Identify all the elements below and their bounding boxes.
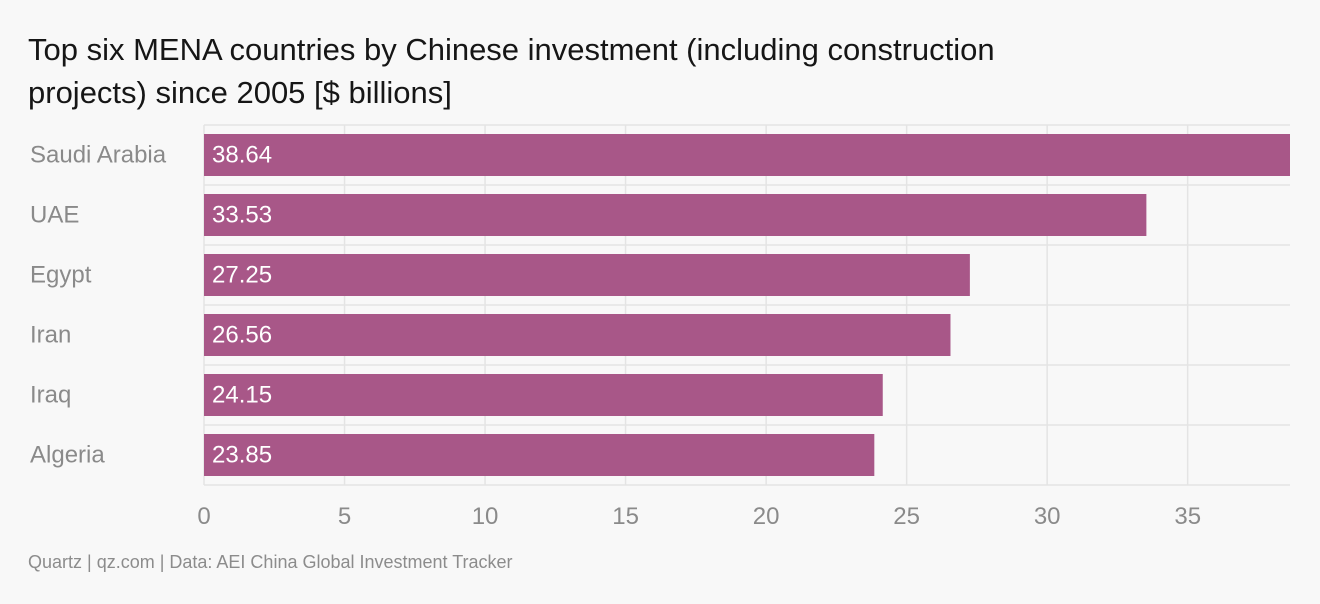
x-tick-label: 30 <box>1034 503 1061 530</box>
bar <box>204 134 1290 176</box>
x-tick-label: 5 <box>338 503 351 530</box>
x-tick-label: 20 <box>753 503 780 530</box>
chart-title: Top six MENA countries by Chinese invest… <box>28 28 1298 114</box>
category-label: Iraq <box>30 381 71 408</box>
category-label: UAE <box>30 201 79 228</box>
bar <box>204 374 883 416</box>
bar <box>204 194 1147 236</box>
bar-value-label: 24.15 <box>212 381 272 408</box>
category-label: Saudi Arabia <box>30 141 167 168</box>
x-tick-label: 35 <box>1174 503 1201 530</box>
bar <box>204 314 951 356</box>
bar-value-label: 33.53 <box>212 201 272 228</box>
bar-value-label: 27.25 <box>212 261 272 288</box>
bar-value-label: 23.85 <box>212 441 272 468</box>
source-note: Quartz | qz.com | Data: AEI China Global… <box>28 552 513 572</box>
x-tick-label: 15 <box>612 503 639 530</box>
category-label: Iran <box>30 321 71 348</box>
category-label: Algeria <box>30 441 105 468</box>
x-tick-label: 25 <box>893 503 920 530</box>
category-label: Egypt <box>30 261 92 288</box>
chart-title-line-2: projects) since 2005 [$ billions] <box>28 75 452 110</box>
chart-title-line-1: Top six MENA countries by Chinese invest… <box>28 32 995 67</box>
x-tick-label: 10 <box>472 503 499 530</box>
bar-value-label: 38.64 <box>212 141 272 168</box>
x-tick-label: 0 <box>197 503 210 530</box>
bar <box>204 434 875 476</box>
bar <box>204 254 970 296</box>
bar-value-label: 26.56 <box>212 321 272 348</box>
